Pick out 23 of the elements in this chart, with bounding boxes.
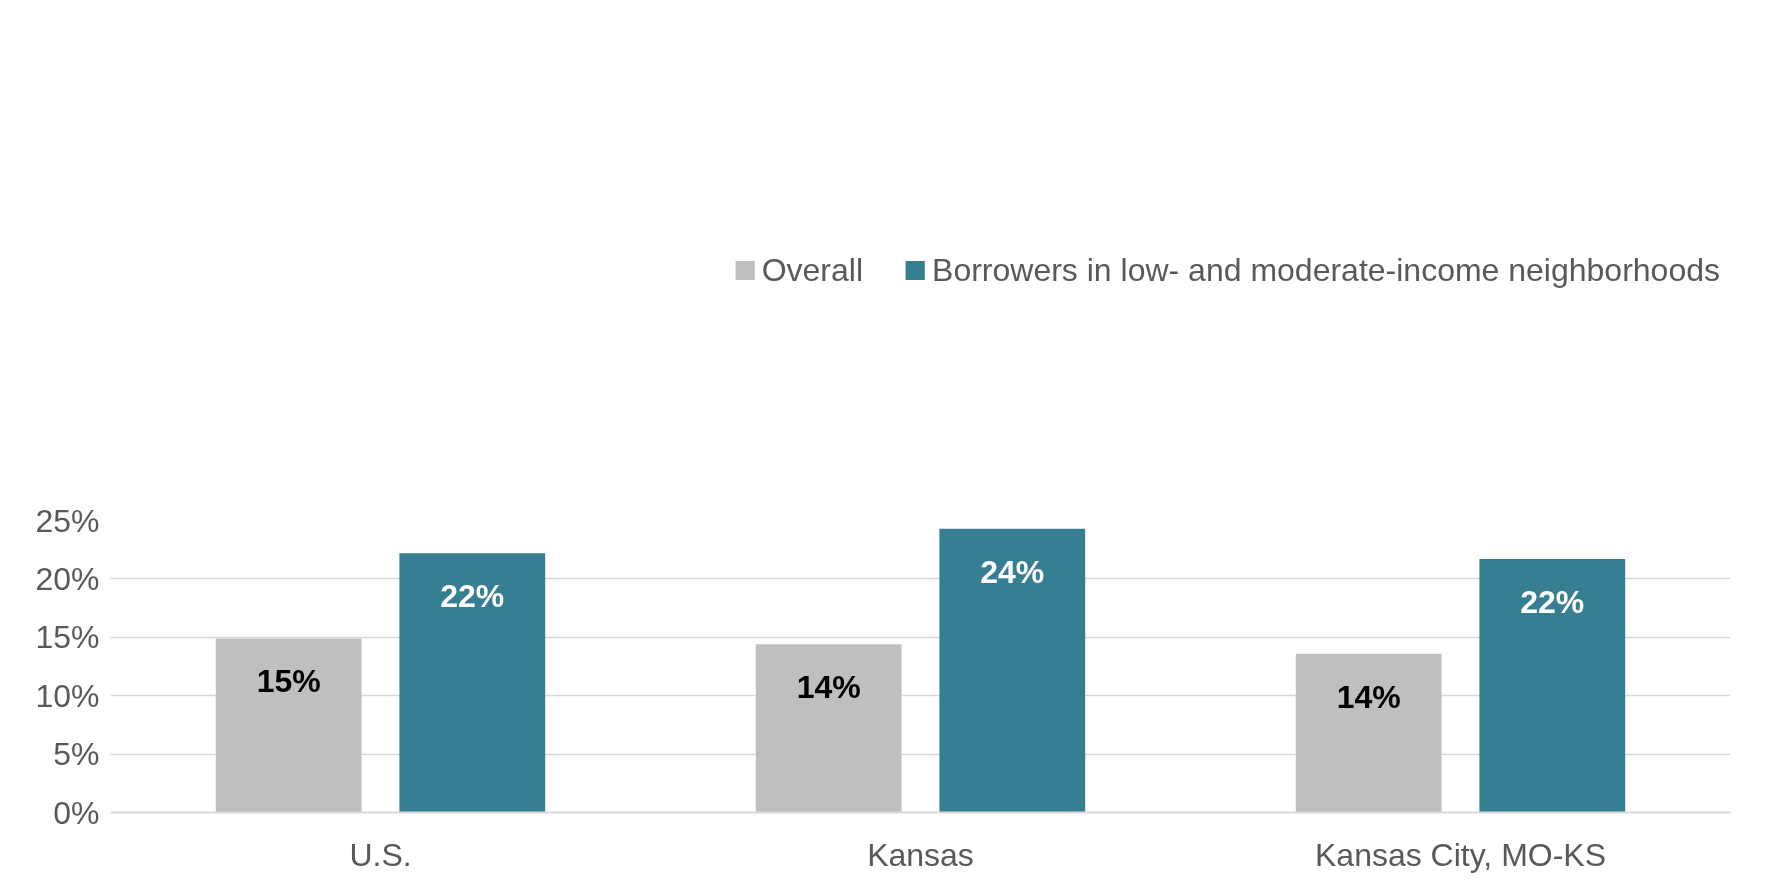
bar bbox=[755, 644, 902, 813]
data-label: 15% bbox=[256, 663, 321, 700]
bar bbox=[1295, 653, 1442, 813]
legend-label: Borrowers in low- and moderate-income neighborhoods bbox=[932, 251, 1720, 289]
data-label: 22% bbox=[440, 578, 505, 615]
x-tick-label: U.S. bbox=[349, 836, 412, 873]
data-label: 22% bbox=[1520, 584, 1585, 621]
y-tick-label: 15% bbox=[35, 619, 100, 656]
y-tick-label: 25% bbox=[35, 502, 100, 539]
bar bbox=[399, 553, 546, 813]
x-tick-label: Kansas City, MO-KS bbox=[1314, 836, 1607, 873]
data-label: 24% bbox=[980, 553, 1045, 590]
y-tick-label: 10% bbox=[35, 677, 100, 714]
x-tick-label: Kansas bbox=[867, 836, 974, 873]
data-label: 14% bbox=[796, 669, 861, 706]
data-label: 14% bbox=[1336, 678, 1401, 715]
y-tick-label: 5% bbox=[53, 736, 100, 773]
bar bbox=[939, 528, 1086, 813]
y-tick-label: 0% bbox=[53, 794, 100, 831]
bar bbox=[1479, 559, 1626, 813]
y-tick-label: 20% bbox=[35, 560, 100, 597]
legend-label: Overall bbox=[761, 251, 864, 289]
bar bbox=[215, 638, 362, 813]
